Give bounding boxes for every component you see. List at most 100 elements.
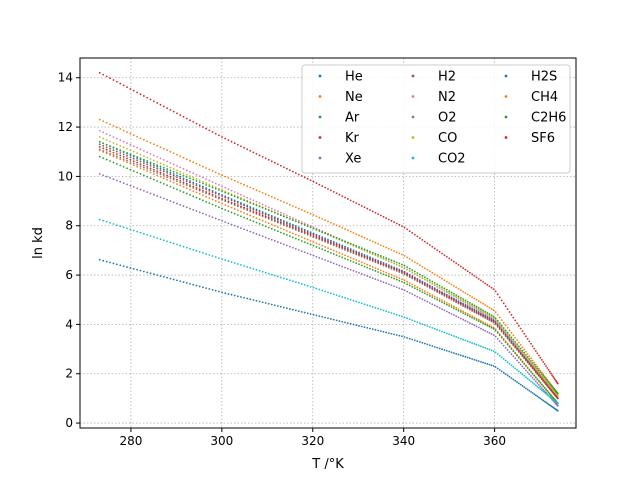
data-point (433, 327, 436, 330)
data-point (264, 225, 267, 228)
data-point (494, 329, 497, 332)
data-point (366, 207, 369, 210)
data-point (379, 263, 382, 266)
data-point (132, 267, 135, 270)
data-point (261, 206, 264, 209)
data-point (205, 182, 208, 185)
data-point (528, 360, 531, 362)
data-point (119, 225, 122, 228)
data-point (517, 370, 520, 373)
data-point (224, 259, 227, 261)
data-point (486, 363, 489, 365)
data-point (512, 343, 515, 346)
data-point (455, 301, 458, 304)
data-point (233, 202, 236, 205)
data-point (363, 249, 366, 252)
data-point (428, 270, 431, 273)
data-point (182, 178, 185, 181)
data-point (408, 267, 411, 270)
data-point (526, 357, 529, 360)
data-point (459, 303, 462, 306)
data-point (249, 267, 252, 269)
data-point (556, 382, 559, 385)
data-point (466, 312, 469, 315)
data-point (327, 242, 329, 244)
data-point (490, 315, 493, 318)
data-point (369, 209, 371, 211)
data-point (413, 339, 416, 342)
data-point (423, 283, 426, 285)
data-point (428, 344, 431, 347)
data-point (221, 258, 223, 261)
data-point (433, 288, 436, 291)
data-point (152, 100, 155, 103)
data-point (421, 341, 424, 344)
data-point (526, 388, 529, 391)
data-point (379, 269, 382, 272)
data-point (240, 296, 242, 298)
data-point (531, 345, 534, 348)
data-point (122, 165, 125, 168)
data-point (401, 335, 403, 338)
data-point (122, 84, 125, 87)
data-point (192, 208, 195, 211)
data-point (105, 158, 108, 161)
data-point (335, 192, 338, 195)
data-point (146, 168, 149, 170)
data-point (369, 256, 371, 259)
data-point (132, 162, 135, 165)
data-point (315, 233, 318, 236)
data-point (309, 243, 312, 246)
data-point (488, 314, 491, 317)
data-point (105, 132, 108, 135)
data-point (390, 284, 393, 287)
data-point (208, 185, 211, 188)
data-point (542, 374, 545, 377)
data-point (547, 381, 550, 384)
data-point (335, 224, 338, 227)
data-point (480, 360, 482, 363)
data-point (169, 180, 172, 183)
data-point (349, 242, 352, 245)
data-point (329, 221, 332, 224)
data-point (142, 95, 145, 97)
data-point (306, 231, 309, 234)
data-point (285, 307, 288, 310)
data-point (267, 214, 270, 217)
data-point (169, 241, 172, 244)
data-point (236, 209, 239, 212)
data-point (132, 164, 135, 167)
data-point (282, 222, 285, 225)
data-point (102, 137, 105, 140)
data-point (306, 211, 309, 214)
data-point (243, 183, 245, 186)
data-point (202, 252, 204, 254)
data-point (185, 178, 188, 181)
data-point (327, 260, 329, 263)
data-point (445, 290, 448, 293)
legend-label: He (345, 70, 363, 85)
data-point (246, 217, 249, 220)
data-point (329, 261, 332, 264)
data-point (382, 263, 385, 266)
data-point (273, 240, 276, 242)
data-point (406, 274, 409, 277)
data-point (438, 284, 441, 287)
data-point (349, 248, 352, 250)
data-point (192, 187, 195, 189)
data-point (516, 348, 518, 350)
data-point (508, 339, 511, 341)
data-point (537, 383, 540, 386)
data-point (431, 245, 434, 248)
series-he (98, 258, 559, 412)
data-point (473, 342, 476, 345)
data-point (390, 259, 393, 262)
data-point (448, 296, 451, 299)
data-point (369, 252, 371, 254)
data-point (464, 268, 467, 271)
data-point (377, 213, 380, 216)
data-point (344, 240, 346, 243)
data-point (358, 247, 360, 250)
data-point (423, 267, 426, 270)
data-point (249, 230, 252, 233)
